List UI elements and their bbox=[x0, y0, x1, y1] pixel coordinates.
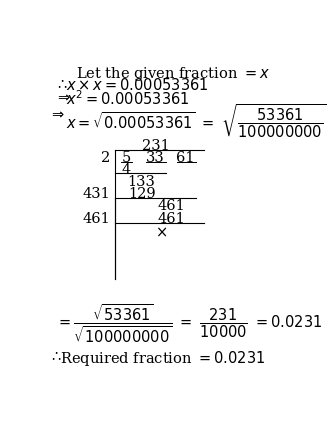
Text: 33: 33 bbox=[146, 151, 165, 165]
Text: 431: 431 bbox=[82, 187, 110, 201]
Text: 61: 61 bbox=[176, 151, 194, 165]
Text: Let the given fraction $= x$: Let the given fraction $= x$ bbox=[76, 65, 270, 83]
Text: $\therefore$: $\therefore$ bbox=[55, 77, 68, 91]
Text: 461: 461 bbox=[157, 212, 185, 226]
Text: $\times$: $\times$ bbox=[155, 225, 167, 239]
Text: 2: 2 bbox=[101, 151, 110, 165]
Text: $x^2 = 0.00053361$: $x^2 = 0.00053361$ bbox=[66, 89, 190, 108]
Text: $= \dfrac{\sqrt{53361}}{\sqrt{100000000}}\ =\ \dfrac{231}{10000}\ = 0.0231$: $= \dfrac{\sqrt{53361}}{\sqrt{100000000}… bbox=[56, 303, 323, 345]
Text: $\therefore$: $\therefore$ bbox=[49, 349, 62, 363]
Text: $x \times x = 0.00053361$: $x \times x = 0.00053361$ bbox=[66, 77, 209, 93]
Text: $\Rightarrow$: $\Rightarrow$ bbox=[49, 106, 65, 120]
Text: Required fraction $= 0.0231$: Required fraction $= 0.0231$ bbox=[60, 349, 266, 368]
Text: $x = \sqrt{0.00053361}\ =\ \sqrt{\dfrac{53361}{100000000}}$: $x = \sqrt{0.00053361}\ =\ \sqrt{\dfrac{… bbox=[66, 103, 327, 140]
Text: 231: 231 bbox=[142, 139, 169, 153]
Text: 4: 4 bbox=[122, 163, 131, 177]
Text: 129: 129 bbox=[128, 187, 155, 201]
Text: 133: 133 bbox=[128, 175, 156, 189]
Text: 461: 461 bbox=[82, 212, 110, 226]
Text: 5: 5 bbox=[122, 151, 131, 165]
Text: $\Rightarrow$: $\Rightarrow$ bbox=[55, 89, 71, 103]
Text: 461: 461 bbox=[157, 199, 185, 213]
